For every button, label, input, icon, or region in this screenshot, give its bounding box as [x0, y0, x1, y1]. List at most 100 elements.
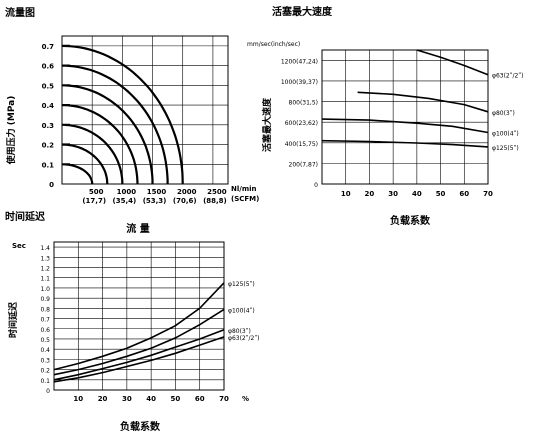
- delay-y-tick: 1.1: [40, 276, 50, 283]
- speed-series-label: φ80(3ʺ): [492, 110, 515, 117]
- delay-y-tick: 0.8: [40, 306, 50, 313]
- delay-y-tick: 0.2: [40, 368, 50, 375]
- flow-x-tick: 1000: [117, 188, 137, 196]
- speed-x-tick: 60: [459, 190, 469, 198]
- flow-series-line: [61, 84, 154, 184]
- flow-y-tick: 0.5: [42, 82, 55, 90]
- time-delay-title: 时间延迟: [5, 210, 45, 223]
- delay-y-tick: 0.5: [40, 337, 50, 344]
- delay-frame: [53, 241, 225, 391]
- delay-x-tick: 70: [219, 395, 229, 403]
- delay-x-tick: 30: [122, 395, 132, 403]
- delay-y-tick: 0.6: [40, 327, 50, 334]
- flow-y-tick: 0.4: [42, 102, 55, 110]
- piston-speed-grid: [321, 49, 489, 185]
- speed-y-tick: 0: [314, 182, 318, 189]
- flow-frame: [61, 35, 229, 185]
- speed-series-line: [357, 91, 489, 113]
- delay-series-label: φ80(3ʺ): [228, 328, 251, 335]
- flow-chart-title: 流量图: [5, 6, 35, 19]
- speed-x-tick: 40: [412, 190, 422, 198]
- flow-chart-y-label: 使用压力 (MPa): [5, 96, 17, 166]
- time-delay-x-ticks: 10 20 30 40 50 60 70: [73, 395, 229, 403]
- speed-frame: [321, 49, 489, 185]
- flow-series-line: [61, 143, 109, 185]
- flow-chart-curves: [61, 44, 184, 185]
- speed-y-tick: 800(31,5): [289, 100, 319, 107]
- piston-speed-x-ticks: 10 20 30 40 50 60 70: [341, 190, 493, 198]
- flow-x-tick: 2500: [207, 188, 227, 196]
- speed-series-label: φ100(4ʺ): [492, 130, 519, 137]
- piston-speed-legend: φ63(2ʺ/2ʺ) φ80(3ʺ) φ100(4ʺ) φ125(5ʺ): [492, 73, 523, 152]
- delay-y-tick: 1.2: [40, 266, 50, 273]
- delay-y-tick: 1.3: [40, 255, 50, 262]
- flow-series-line: [62, 104, 139, 185]
- delay-x-tick: 60: [195, 395, 205, 403]
- delay-y-tick: 0.3: [40, 357, 50, 364]
- flow-x-tick-scfm: (35,4): [113, 197, 137, 205]
- speed-x-tick: 70: [483, 190, 493, 198]
- delay-series-line: [53, 329, 225, 381]
- speed-x-tick: 30: [388, 190, 398, 198]
- flow-chart: 流量图 使用压力 (MPa) 流 量 Nl/min (SCFM) 0.7 0.6 0…: [5, 6, 259, 235]
- speed-series-label: φ63(2ʺ/2ʺ): [492, 73, 523, 80]
- flow-x-tick: 500: [89, 188, 104, 196]
- delay-y-tick: 1.0: [40, 286, 50, 293]
- delay-y-tick: 0.7: [40, 317, 50, 324]
- delay-y-tick: 0: [46, 388, 50, 395]
- flow-x-tick: 2000: [177, 188, 197, 196]
- speed-y-tick: 1000(39,37): [281, 79, 318, 86]
- flow-series-line: [61, 64, 169, 184]
- flow-chart-x-label: 流 量: [126, 222, 149, 235]
- flow-x-tick-scfm: (17,7): [82, 197, 106, 205]
- piston-speed-y-label: 活塞最大速度: [261, 97, 273, 152]
- flow-y-tick: 0.6: [42, 63, 55, 71]
- delay-x-tick: 20: [98, 395, 108, 403]
- flow-x-tick-scfm: (53,3): [143, 197, 167, 205]
- piston-speed-unit: mm/sec(inch/sec): [247, 41, 300, 48]
- flow-series-line: [61, 44, 184, 185]
- flow-series-line: [62, 123, 124, 185]
- delay-x-tick: 10: [73, 395, 83, 403]
- piston-speed-y-ticks: 1200(47,24) 1000(39,37) 800(31,5) 600(23,62…: [281, 58, 318, 189]
- speed-x-tick: 10: [341, 190, 351, 198]
- flow-y-tick: 0.2: [42, 142, 55, 150]
- delay-series-line: [53, 336, 225, 383]
- delay-y-tick: 0.9: [40, 296, 50, 303]
- speed-series-line: [321, 139, 489, 148]
- time-delay-legend: φ125(5ʺ) φ100(4ʺ) φ80(3ʺ)φ63(2ʺ/2ʺ): [228, 281, 259, 342]
- piston-speed-title: 活塞最大速度: [272, 5, 333, 18]
- speed-y-tick: 600(23,62): [285, 120, 318, 127]
- piston-speed-x-label: 负载系数: [390, 214, 431, 227]
- delay-y-tick: 0.4: [40, 347, 50, 354]
- speed-series-line: [321, 118, 489, 134]
- time-delay-x-label: 负载系数: [120, 420, 161, 433]
- flow-x-tick-scfm: (88,8): [203, 197, 227, 205]
- time-delay-x-end: %: [242, 395, 249, 403]
- time-delay-unit: Sec: [12, 242, 26, 250]
- time-delay-y-label: 时间延迟: [7, 302, 19, 338]
- delay-y-tick: 0.1: [40, 378, 50, 385]
- delay-y-tick: 1.4: [40, 245, 50, 252]
- speed-y-tick: 1200(47,24): [281, 58, 318, 65]
- flow-y-tick: 0: [49, 181, 54, 189]
- delay-series-label: φ100(4ʺ): [228, 307, 255, 314]
- flow-series-line: [62, 163, 94, 184]
- flow-x-tick: 1500: [147, 188, 167, 196]
- flow-y-tick: 0.7: [42, 43, 55, 51]
- delay-series-line: [53, 308, 225, 376]
- flow-chart-x-unit-scfm: (SCFM): [231, 195, 259, 203]
- flow-y-tick: 0.3: [42, 122, 55, 130]
- piston-speed-curves: [321, 49, 489, 148]
- speed-y-tick: 200(7,87): [289, 161, 319, 168]
- speed-x-tick: 20: [365, 190, 375, 198]
- flow-chart-x-unit: Nl/min: [231, 185, 257, 193]
- delay-series-line: [53, 282, 225, 371]
- delay-series-label: φ63(2ʺ/2ʺ): [228, 335, 259, 342]
- speed-series-label: φ125(5ʺ): [492, 145, 519, 152]
- delay-x-tick: 50: [171, 395, 181, 403]
- speed-x-tick: 50: [436, 190, 446, 198]
- time-delay-grid: [53, 241, 225, 391]
- flow-chart-x-ticks: 500 1000 1500 2000 2500 (17,7) (35,4) (53,3) (70…: [82, 188, 226, 205]
